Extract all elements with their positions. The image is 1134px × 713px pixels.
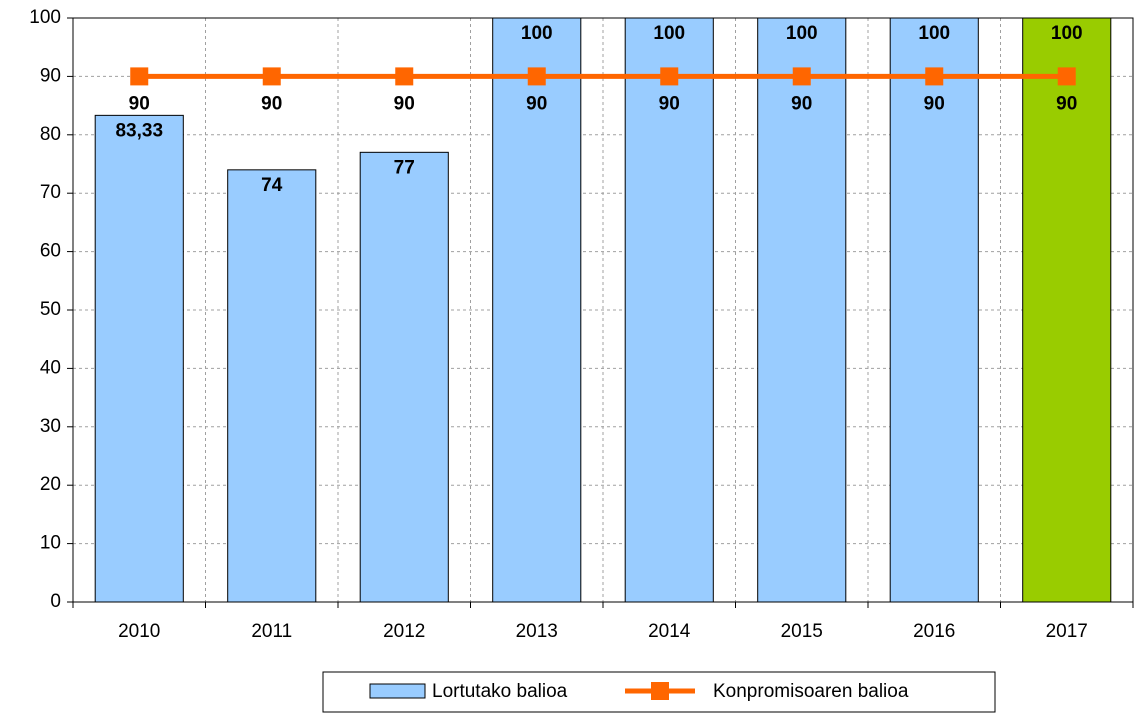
data-label: 90 [924, 93, 945, 114]
y-tick-label: 100 [29, 7, 61, 28]
y-tick-label: 80 [40, 124, 61, 145]
y-tick-label: 0 [50, 591, 61, 612]
y-tick-label: 70 [40, 182, 61, 203]
legend-swatch [369, 683, 426, 699]
x-tick-label: 2016 [913, 621, 955, 642]
line-marker [660, 67, 679, 86]
line-marker [262, 67, 281, 86]
line-marker [395, 67, 414, 86]
legend: Lortutako balioa Konpromisoaren balioa [322, 671, 996, 713]
x-tick-label: 2017 [1046, 621, 1088, 642]
bar [889, 17, 979, 603]
y-tick-label: 60 [40, 241, 61, 262]
y-tick-label: 20 [40, 474, 61, 495]
y-tick-label: 10 [40, 533, 61, 554]
data-label: 100 [653, 23, 685, 44]
data-label: 100 [918, 23, 950, 44]
legend-label: Konpromisoaren balioa [713, 681, 909, 702]
data-label: 90 [659, 93, 680, 114]
x-tick-label: 2014 [648, 621, 691, 642]
legend-label: Lortutako balioa [432, 681, 568, 702]
line-marker [527, 67, 546, 86]
data-label: 90 [129, 93, 150, 114]
x-tick-label: 2012 [383, 621, 425, 642]
x-tick-label: 2010 [118, 621, 160, 642]
bar [492, 17, 582, 603]
line-marker [1057, 67, 1076, 86]
bar [757, 17, 847, 603]
data-label: 100 [521, 23, 553, 44]
y-tick-label: 30 [40, 416, 61, 437]
line-marker [792, 67, 811, 86]
x-tick-label: 2015 [781, 621, 823, 642]
bar [94, 114, 184, 603]
data-label: 77 [394, 157, 415, 178]
data-label: 90 [261, 93, 282, 114]
bar [624, 17, 714, 603]
data-label: 100 [1051, 23, 1083, 44]
bar [359, 151, 449, 603]
y-tick-label: 90 [40, 65, 61, 86]
data-label: 74 [261, 175, 283, 196]
data-label: 100 [786, 23, 818, 44]
x-tick-label: 2013 [516, 621, 558, 642]
data-label: 90 [791, 93, 812, 114]
data-label: 90 [1056, 93, 1077, 114]
x-tick-label: 2011 [251, 621, 292, 642]
data-label: 90 [526, 93, 547, 114]
data-label: 83,33 [115, 120, 163, 141]
bar [227, 169, 317, 603]
data-label: 90 [394, 93, 415, 114]
line-marker [925, 67, 944, 86]
legend-swatch-marker [651, 682, 669, 700]
y-tick-label: 40 [40, 357, 61, 378]
bar [1022, 17, 1112, 603]
line-marker [130, 67, 149, 86]
y-tick-label: 50 [40, 299, 61, 320]
